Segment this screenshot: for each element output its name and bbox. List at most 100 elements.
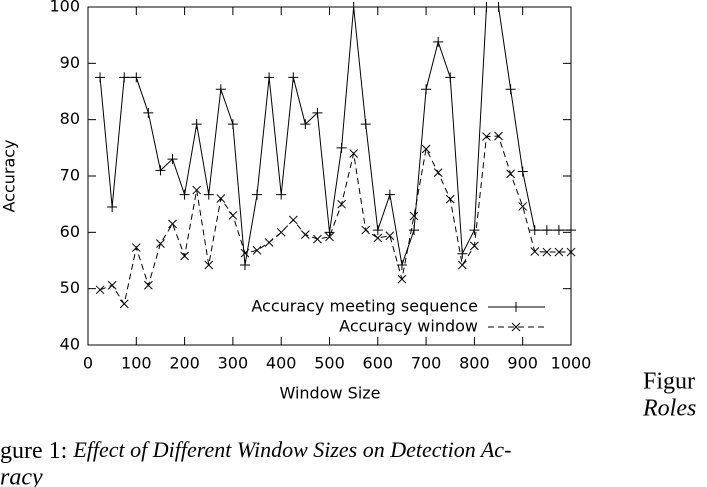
point-marker	[313, 234, 322, 244]
plot-frame	[87, 6, 572, 346]
y-tick-label: 40	[60, 335, 80, 354]
x-tick-label: 600	[363, 354, 394, 373]
point-marker	[506, 169, 515, 179]
point-marker	[216, 194, 226, 203]
point-marker	[566, 225, 576, 236]
y-tick-label: 70	[60, 166, 80, 185]
series-line	[99, 135, 571, 306]
x-tick-label: 200	[169, 354, 200, 373]
point-marker	[384, 189, 395, 200]
point-marker	[192, 185, 202, 195]
point-marker	[191, 119, 202, 130]
point-marker	[445, 194, 455, 204]
y-tick-label: 50	[60, 278, 80, 297]
point-marker	[493, 2, 504, 12]
point-marker	[239, 260, 250, 271]
x-tick-label: 800	[459, 354, 490, 373]
side-caption-label: Figur	[643, 369, 695, 395]
point-marker	[396, 260, 407, 271]
point-marker	[95, 72, 106, 83]
point-marker	[288, 72, 299, 83]
side-caption-text: Roles	[642, 396, 696, 422]
x-tick-label: 900	[507, 354, 538, 373]
x-tick-label: 700	[411, 354, 442, 373]
point-marker	[494, 131, 503, 141]
x-tick-label: 500	[314, 354, 345, 373]
point-marker	[518, 202, 528, 211]
legend-marker	[511, 302, 521, 312]
point-marker	[529, 225, 540, 236]
point-marker	[409, 211, 419, 221]
point-marker	[505, 84, 516, 95]
point-marker	[227, 119, 238, 130]
point-marker	[252, 246, 262, 255]
point-marker	[325, 232, 334, 242]
point-marker	[445, 72, 456, 83]
series-line	[99, 6, 571, 266]
point-marker	[264, 238, 274, 247]
point-marker	[553, 225, 564, 236]
point-marker	[433, 168, 443, 177]
point-marker	[252, 189, 263, 200]
point-marker	[143, 107, 154, 118]
y-tick-label: 60	[60, 222, 80, 241]
legend-label: Accuracy meeting sequence	[251, 297, 478, 316]
caption-label: gure 1:	[0, 438, 67, 464]
x-tick-label: 400	[266, 354, 297, 373]
point-marker	[144, 280, 153, 290]
caption-text-cont: racy	[0, 465, 43, 487]
point-marker	[385, 231, 395, 241]
point-marker	[517, 166, 528, 177]
point-marker	[421, 84, 432, 95]
point-marker	[542, 247, 552, 257]
point-marker	[481, 2, 492, 12]
point-marker	[204, 260, 214, 270]
point-marker	[470, 241, 479, 251]
legend-marker	[511, 322, 521, 332]
point-marker	[300, 230, 310, 239]
y-tick-label: 100	[49, 0, 80, 16]
point-marker	[349, 149, 359, 158]
point-marker	[457, 260, 467, 270]
point-marker	[119, 72, 130, 83]
x-tick-label: 300	[218, 354, 249, 373]
point-marker	[409, 225, 420, 236]
y-axis-label: Accuracy	[0, 139, 19, 212]
caption: gure 1: Effect of Different Window Sizes…	[0, 437, 511, 463]
x-axis-label: Window Size	[279, 384, 380, 403]
point-marker	[156, 239, 165, 248]
caption-text: Effect of Different Window Sizes on Dete…	[72, 437, 511, 462]
point-marker	[530, 247, 540, 256]
point-marker	[276, 189, 287, 200]
point-marker	[457, 248, 468, 259]
point-marker	[372, 225, 383, 236]
point-marker	[482, 132, 491, 141]
point-marker	[240, 248, 250, 258]
point-marker	[541, 225, 552, 236]
point-marker	[373, 233, 383, 243]
y-tick-label: 90	[60, 53, 80, 72]
point-marker	[95, 285, 105, 295]
point-marker	[554, 247, 564, 257]
point-marker	[203, 189, 214, 200]
y-tick-label: 80	[60, 109, 80, 128]
point-marker	[300, 119, 311, 130]
point-marker	[566, 247, 576, 257]
point-marker	[336, 142, 347, 153]
point-marker	[360, 119, 371, 130]
point-marker	[288, 215, 298, 225]
point-marker	[215, 84, 226, 95]
point-marker	[107, 280, 117, 290]
point-marker	[107, 201, 118, 212]
point-marker	[168, 219, 177, 229]
point-marker	[324, 227, 335, 238]
point-marker	[131, 72, 142, 83]
point-marker	[131, 243, 141, 252]
point-marker	[119, 299, 129, 309]
point-marker	[167, 154, 178, 165]
legend-label: Accuracy window	[339, 317, 478, 336]
point-marker	[469, 225, 480, 236]
point-marker	[397, 274, 407, 284]
point-marker	[348, 2, 359, 12]
